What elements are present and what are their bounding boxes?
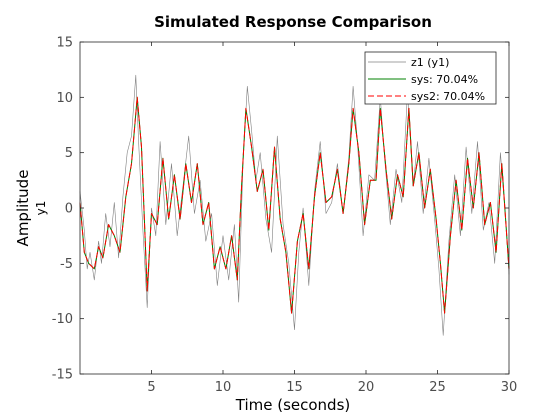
x-tick-label: 25 <box>429 380 446 395</box>
x-axis: 5 10 15 20 25 30 <box>147 42 517 395</box>
x-tick-label: 30 <box>501 380 518 395</box>
x-tick-label: 10 <box>215 380 232 395</box>
y-tick-label: 10 <box>56 91 73 106</box>
y-tick-label: -5 <box>60 257 73 272</box>
series-layer <box>79 74 510 336</box>
x-tick-label: 20 <box>358 380 375 395</box>
legend-label-1: z1 (y1) <box>411 56 449 69</box>
x-axis-label: Time (seconds) <box>235 396 351 414</box>
y-axis-output-label: y1 <box>34 201 48 216</box>
y-axis: -15 -10 -5 0 5 10 15 <box>52 36 509 383</box>
y-axis-label: Amplitude <box>14 170 32 247</box>
series-line-1 <box>79 74 510 336</box>
y-tick-label: -15 <box>52 368 73 383</box>
x-tick-label: 5 <box>147 380 155 395</box>
y-tick-label: 0 <box>65 202 73 217</box>
chart-title: Simulated Response Comparison <box>154 13 432 31</box>
x-tick-label: 15 <box>286 380 303 395</box>
legend-label-3: sys2: 70.04% <box>411 90 485 103</box>
y-tick-label: 15 <box>56 36 73 51</box>
legend: z1 (y1) sys: 70.04% sys2: 70.04% <box>364 51 497 105</box>
y-tick-label: 5 <box>65 146 73 161</box>
legend-box <box>364 51 497 105</box>
series-line-3 <box>79 96 510 314</box>
y-tick-label: -10 <box>52 312 73 327</box>
legend-label-2: sys: 70.04% <box>411 73 478 86</box>
